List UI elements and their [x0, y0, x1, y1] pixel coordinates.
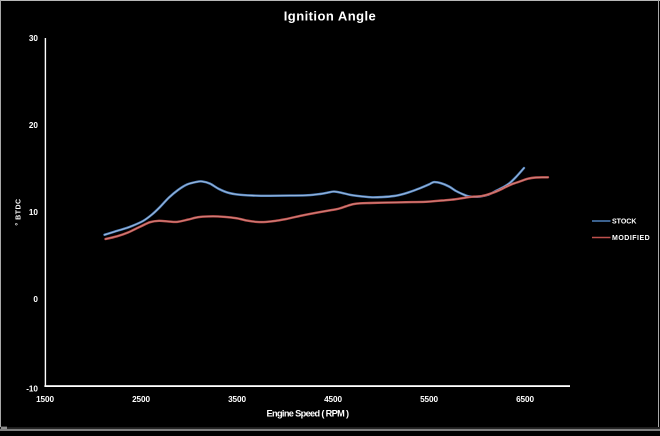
- svg-text:30: 30: [29, 34, 38, 43]
- svg-text:-10: -10: [26, 385, 38, 394]
- svg-text:1500: 1500: [36, 395, 54, 404]
- svg-text:5500: 5500: [420, 395, 438, 404]
- svg-text:Engine Speed ( RPM ): Engine Speed ( RPM ): [267, 409, 350, 419]
- svg-text:3500: 3500: [228, 395, 246, 404]
- svg-text:° BTDC: ° BTDC: [15, 198, 23, 225]
- svg-text:0: 0: [33, 295, 38, 304]
- svg-text:10: 10: [29, 208, 38, 217]
- svg-text:20: 20: [29, 121, 38, 130]
- svg-text:Ignition Angle: Ignition Angle: [284, 9, 376, 24]
- svg-text:STOCK: STOCK: [612, 219, 636, 226]
- svg-text:MODIFIED: MODIFIED: [612, 235, 650, 242]
- svg-text:4500: 4500: [324, 395, 342, 404]
- svg-text:2500: 2500: [132, 395, 150, 404]
- svg-text:6500: 6500: [516, 395, 534, 404]
